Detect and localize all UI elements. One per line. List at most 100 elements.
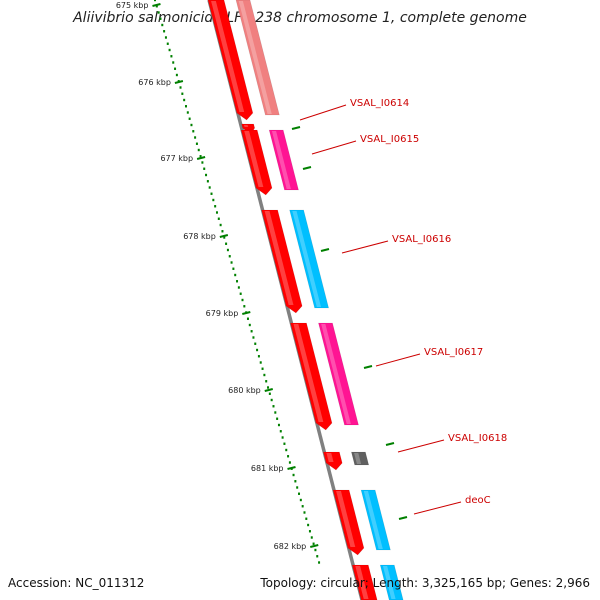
gene-block-gray-highlight — [354, 453, 362, 464]
scale-dot — [259, 361, 262, 364]
scale-dot — [155, 5, 158, 8]
scale-tick — [264, 388, 273, 392]
scale-dot — [195, 142, 198, 145]
gene-label-vsal-i0616: VSAL_I0616 — [392, 234, 451, 245]
scale-tick-label: 677 kbp — [160, 154, 193, 163]
scale-dot — [292, 473, 295, 477]
cds-block-highlight — [244, 131, 264, 187]
genome-stats-text: Topology: circular; Length: 3,325,165 bp… — [260, 576, 590, 590]
gene-track-tick — [320, 248, 330, 252]
scale-dot — [230, 261, 233, 264]
feature-track — [207, 0, 404, 600]
scale-dot — [210, 192, 213, 195]
gene-block-magenta — [318, 322, 359, 426]
scale-dot — [199, 155, 202, 158]
scale-dot — [241, 298, 244, 302]
cds-block — [351, 564, 378, 600]
gene-leader-line — [397, 439, 445, 453]
gene-block-magenta — [268, 129, 299, 191]
scale-dot — [283, 442, 286, 445]
scale-dot — [270, 398, 273, 402]
cds-block-highlight — [355, 566, 369, 599]
scale-tick-label: 675 kbp — [116, 1, 149, 10]
scale-dot — [285, 448, 288, 452]
scale-dot — [254, 342, 257, 345]
scale-dot — [263, 373, 266, 377]
cds-block-highlight — [293, 324, 324, 422]
gene-label-vsal-i0614: VSAL_I0614 — [350, 98, 409, 109]
gene-block-magenta-highlight — [321, 324, 351, 424]
gene-block-cyan — [289, 209, 330, 309]
scale-dot — [303, 511, 306, 514]
scale-dot — [154, 0, 156, 2]
scale-dot — [226, 248, 229, 252]
gene-track-tick — [291, 126, 301, 130]
scale-tick — [310, 544, 319, 548]
scale-dot — [221, 230, 224, 233]
gene-leader-line — [341, 240, 389, 254]
scale-dot — [184, 105, 187, 108]
scale-tick — [174, 80, 184, 84]
scale-dot — [192, 130, 195, 133]
scale-dot — [217, 217, 220, 220]
gene-block-cyan — [379, 564, 404, 600]
cds-block-fragment-highlight — [244, 125, 249, 127]
gene-leader-line — [299, 104, 347, 121]
scale-tick — [287, 466, 296, 470]
map-title: Aliivibrio salmonicida LFI1238 chromosom… — [73, 10, 527, 26]
scale-dot — [314, 548, 317, 552]
scale-dot — [265, 380, 268, 383]
scale-track: 675 kbp 676 kbp 677 kbp 678 kbp 679 kbp 680 k… — [116, 0, 321, 564]
scale-dot — [246, 317, 249, 320]
scale-dot — [316, 555, 319, 558]
scale-dot — [272, 405, 275, 408]
scale-dot — [276, 417, 279, 420]
cds-block-highlight — [336, 491, 356, 547]
scale-dot — [166, 42, 169, 45]
scale-dot — [205, 173, 208, 177]
scale-dot — [194, 136, 197, 139]
scale-dot — [161, 23, 164, 27]
scale-dot — [201, 161, 204, 164]
scale-dot — [248, 323, 251, 327]
scale-dot — [206, 180, 209, 183]
scale-dot — [268, 392, 271, 395]
gene-block-cyan-highlight — [363, 491, 383, 549]
scale-dot — [236, 280, 239, 283]
cds-block — [290, 322, 333, 431]
scale-dot — [190, 123, 193, 127]
cds-block — [207, 0, 254, 121]
scale-dot — [298, 492, 301, 495]
scale-tick-label: 676 kbp — [138, 78, 171, 87]
scale-dot — [168, 48, 171, 52]
scale-tick — [219, 234, 229, 238]
scale-dot — [279, 430, 282, 433]
scale-tick — [196, 156, 206, 160]
scale-dot — [225, 242, 228, 245]
scale-dot — [237, 286, 240, 289]
scale-dot — [174, 67, 177, 70]
scale-tick-label: 682 kbp — [274, 542, 307, 551]
accession-text: Accession: NC_011312 — [8, 576, 145, 590]
scale-dot — [228, 255, 231, 258]
scale-tick-label: 681 kbp — [251, 464, 284, 473]
gene-label-vsal-i0615: VSAL_I0615 — [360, 134, 419, 145]
scale-dot — [175, 73, 178, 77]
cds-block — [261, 209, 303, 314]
gene-block-cyan-highlight — [382, 566, 396, 599]
gene-block-gray — [351, 451, 370, 466]
gene-block-salmon — [235, 0, 280, 116]
scale-dot — [243, 305, 246, 308]
scale-dot — [308, 530, 311, 533]
scale-dot — [257, 355, 260, 358]
cds-block-highlight — [264, 211, 294, 305]
scale-dot — [181, 92, 184, 95]
scale-dot — [186, 111, 189, 114]
gene-label-deoc: deoC — [465, 495, 491, 506]
gene-leader-line — [375, 353, 421, 367]
gene-label-vsal-i0617: VSAL_I0617 — [424, 347, 483, 358]
gene-label-vsal-i0618: VSAL_I0618 — [448, 433, 507, 444]
scale-dot — [239, 292, 242, 295]
scale-dot — [301, 505, 304, 508]
scale-dot — [219, 223, 222, 227]
